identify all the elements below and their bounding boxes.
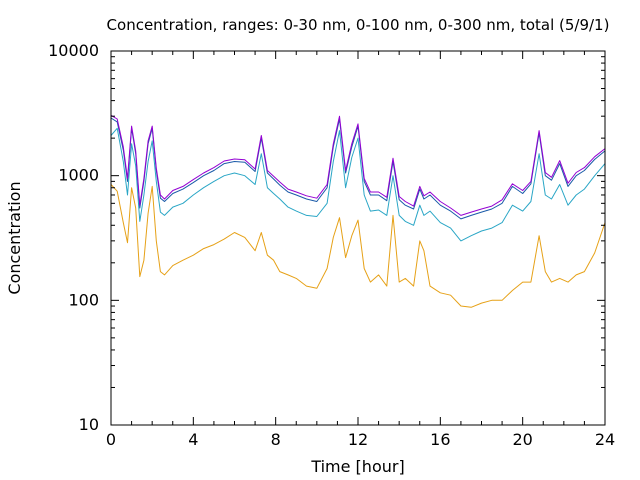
x-tick-label: 24 bbox=[595, 430, 615, 449]
y-tick-label: 10 bbox=[79, 415, 99, 434]
x-axis-label: Time [hour] bbox=[310, 457, 404, 476]
x-tick-label: 20 bbox=[512, 430, 532, 449]
x-tick-label: 12 bbox=[348, 430, 368, 449]
ticks-layer: 0 4 8 12 16 20 24 10 100 1000 10000 bbox=[48, 41, 615, 449]
plot-frame bbox=[110, 50, 606, 426]
x-tick-label: 4 bbox=[188, 430, 198, 449]
series-line-4 bbox=[110, 114, 606, 216]
series-layer bbox=[110, 114, 606, 308]
x-tick-label: 0 bbox=[106, 430, 116, 449]
series-line-3 bbox=[110, 117, 606, 220]
chart-title: Concentration, ranges: 0-30 nm, 0-100 nm… bbox=[107, 16, 610, 34]
series-line-1 bbox=[110, 184, 606, 308]
x-tick-label: 16 bbox=[430, 430, 450, 449]
y-axis-label: Concentration bbox=[5, 181, 24, 294]
y-tick-label: 100 bbox=[68, 290, 99, 309]
series-line-2 bbox=[110, 127, 606, 242]
y-tick-label: 10000 bbox=[48, 41, 99, 60]
y-tick-label: 1000 bbox=[58, 166, 99, 185]
x-tick-label: 8 bbox=[271, 430, 281, 449]
